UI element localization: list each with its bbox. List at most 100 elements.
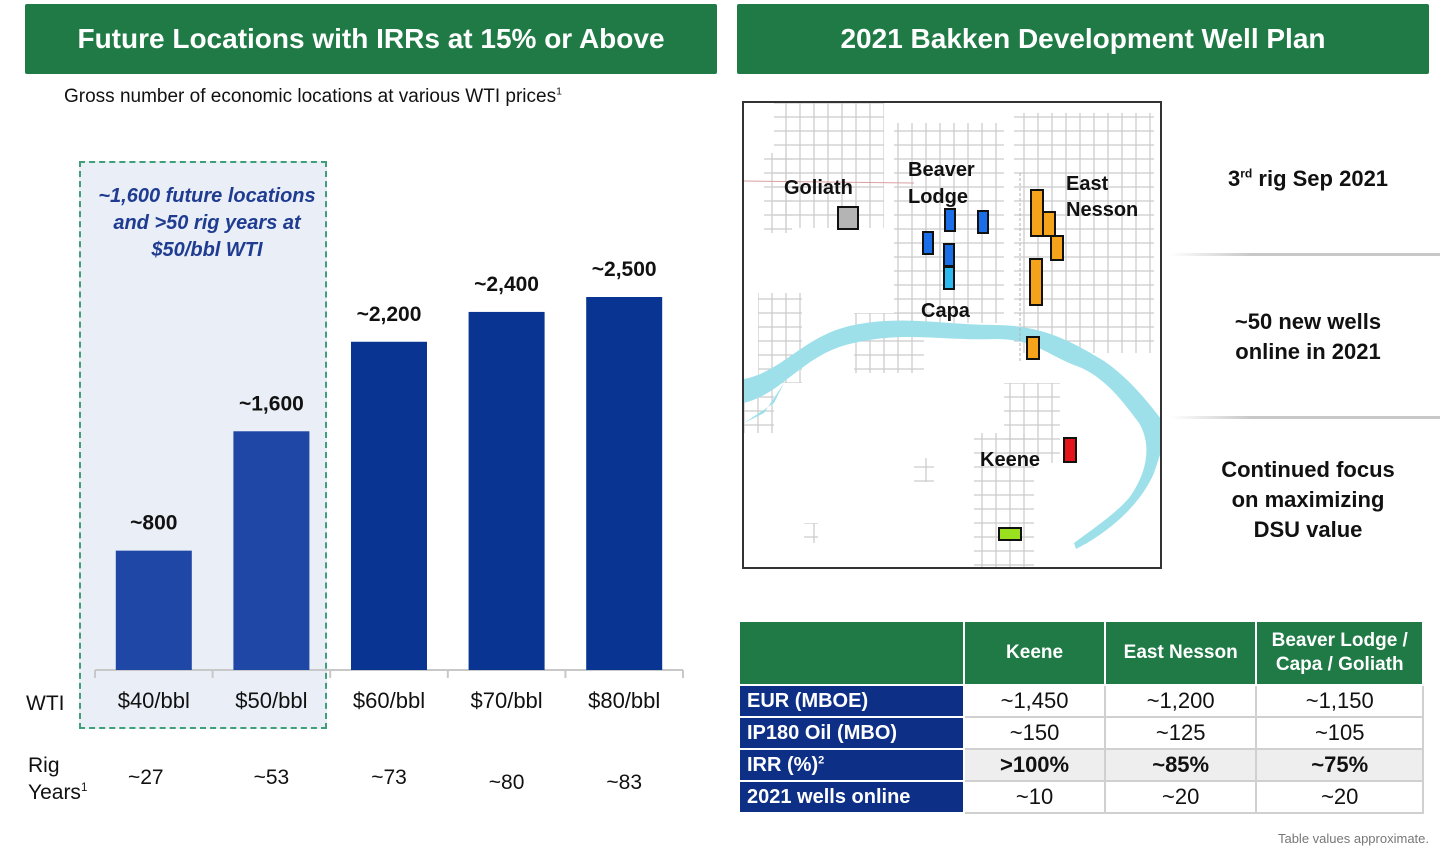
well-marker-east-nesson [1042, 211, 1056, 237]
data-label: ~1,600 [239, 392, 304, 415]
rig-years-value: ~53 [254, 766, 290, 789]
rig-years-value: ~80 [489, 771, 525, 794]
row-label: IP180 Oil (MBO) [737, 716, 966, 750]
well-marker-east-nesson [1050, 235, 1064, 261]
well-marker-east-nesson [1029, 258, 1043, 306]
township-grid [974, 433, 1034, 567]
chart-subtitle-text: Gross number of economic locations at va… [64, 86, 557, 107]
highlight-callout: ~1,600 future locations and >50 rig year… [79, 183, 335, 264]
table-header-beaver-lodge-line-2: Capa / Goliath [1275, 654, 1404, 675]
table-cell: ~85% [1103, 748, 1258, 782]
well-marker-goliath [837, 206, 859, 230]
x-tick-label: $70/bbl [471, 688, 543, 713]
table-footnote: Table values approximate. [1277, 831, 1429, 846]
chart-subtitle: Gross number of economic locations at va… [64, 86, 562, 108]
side-note-wells-line-1: ~50 new wells [1234, 309, 1382, 334]
highlight-line-1: ~1,600 future locations [98, 185, 316, 207]
right-panel-title: 2021 Bakken Development Well Plan [737, 4, 1429, 74]
side-note-focus-line-1: Continued focus [1221, 457, 1395, 482]
table-cell: ~1,200 [1103, 684, 1258, 718]
data-label: ~2,400 [474, 273, 539, 296]
data-label: ~800 [130, 512, 177, 535]
row-label: IRR (%)2 [737, 748, 966, 782]
data-label: ~2,200 [357, 303, 422, 326]
table-cell: ~75% [1255, 748, 1424, 782]
well-marker-keene [998, 527, 1022, 541]
table-cell: >100% [963, 748, 1106, 782]
township-grid [804, 523, 818, 543]
township-grid [914, 458, 934, 482]
rig-label-line-1: Rig [28, 754, 60, 777]
well-marker-capa [922, 231, 934, 255]
x-tick-label: $50/bbl [235, 688, 307, 713]
wti-axis-label: WTI [26, 692, 65, 715]
rig-label-line-2: Years [28, 781, 81, 804]
table-row: 2021 wells online ~10 ~20 ~20 [737, 780, 1424, 814]
left-panel-title: Future Locations with IRRs at 15% or Abo… [25, 4, 717, 74]
side-note-focus-line-2: on maximizing [1231, 487, 1385, 512]
side-note-wells: ~50 new wells online in 2021 [1180, 307, 1436, 367]
well-marker-beaver-lodge [944, 208, 956, 232]
well-marker-capa [943, 243, 955, 267]
township-grid [774, 103, 884, 228]
table-cell: ~125 [1103, 716, 1258, 750]
table-row: IP180 Oil (MBO) ~150 ~125 ~105 [737, 716, 1424, 750]
side-note-rig-number: 3 [1227, 166, 1241, 191]
table-row: IRR (%)2 >100% ~85% ~75% [737, 748, 1424, 782]
table-header-row: Keene East Nesson Beaver Lodge / Capa / … [737, 620, 1424, 686]
rig-years-label: Rig Years1 [28, 752, 87, 806]
rig-years-value: ~27 [128, 766, 164, 789]
table-cell: ~1,450 [963, 684, 1106, 718]
side-note-rig: 3rd rig Sep 2021 [1180, 164, 1436, 194]
table-row: EUR (MBOE) ~1,450 ~1,200 ~1,150 [737, 684, 1424, 718]
table-cell: ~150 [963, 716, 1106, 750]
well-economics-table: Keene East Nesson Beaver Lodge / Capa / … [737, 620, 1424, 814]
table-header-beaver-lodge: Beaver Lodge / Capa / Goliath [1255, 620, 1424, 686]
bar-chart: ~800 $40/bbl ~27 ~1,600 $50/bbl ~53 ~2,200 $60/… [94, 258, 684, 794]
table-header-beaver-lodge-line-1: Beaver Lodge / [1271, 630, 1408, 651]
rig-years-value: ~73 [371, 766, 407, 789]
side-note-wells-line-2: online in 2021 [1235, 339, 1381, 364]
bar [351, 341, 427, 670]
row-label-text: IRR (%) [747, 753, 819, 776]
bar [115, 550, 192, 670]
table-cell: ~105 [1255, 716, 1424, 750]
table-header-east-nesson: East Nesson [1103, 620, 1258, 686]
table-cell: ~20 [1255, 780, 1424, 814]
well-marker-east-nesson [1026, 336, 1040, 360]
map-background [744, 103, 1160, 567]
river [744, 320, 1160, 549]
side-note-focus: Continued focus on maximizing DSU value [1180, 455, 1436, 545]
map-label-goliath: Goliath [784, 177, 853, 199]
row-label: 2021 wells online [737, 780, 966, 814]
highlight-line-2: and >50 rig years at [113, 212, 301, 234]
table-cell: ~20 [1103, 780, 1258, 814]
side-note-rig-suffix: rd [1240, 166, 1253, 181]
side-note-focus-line-3: DSU value [1253, 517, 1363, 542]
row-label: EUR (MBOE) [737, 684, 966, 718]
side-divider [1170, 253, 1440, 256]
row-label-footnote: 2 [818, 753, 825, 766]
township-grid [764, 153, 792, 233]
x-tick-label: $60/bbl [353, 688, 425, 713]
map-label-lodge: Lodge [908, 186, 968, 208]
boundary-line [744, 180, 915, 184]
side-divider [1170, 416, 1440, 419]
well-marker-capa [943, 266, 955, 290]
map-label-beaver: Beaver [908, 159, 975, 181]
rig-years-value: ~83 [606, 771, 642, 794]
bar [586, 297, 663, 670]
table-cell: ~1,150 [1255, 684, 1424, 718]
bar [233, 431, 310, 670]
rig-label-footnote: 1 [80, 782, 88, 794]
table-cell: ~10 [963, 780, 1106, 814]
map-label-keene: Keene [980, 449, 1041, 471]
map-label-nesson: Nesson [1066, 199, 1139, 221]
map-label-east: East [1066, 173, 1109, 195]
highlight-line-3: $50/bbl WTI [151, 239, 263, 261]
side-note-rig-text: rig Sep 2021 [1252, 166, 1389, 191]
table-header-corner [737, 620, 966, 686]
map-label-capa: Capa [921, 300, 970, 322]
well-marker-beaver-lodge [977, 210, 989, 234]
bar [468, 311, 545, 670]
